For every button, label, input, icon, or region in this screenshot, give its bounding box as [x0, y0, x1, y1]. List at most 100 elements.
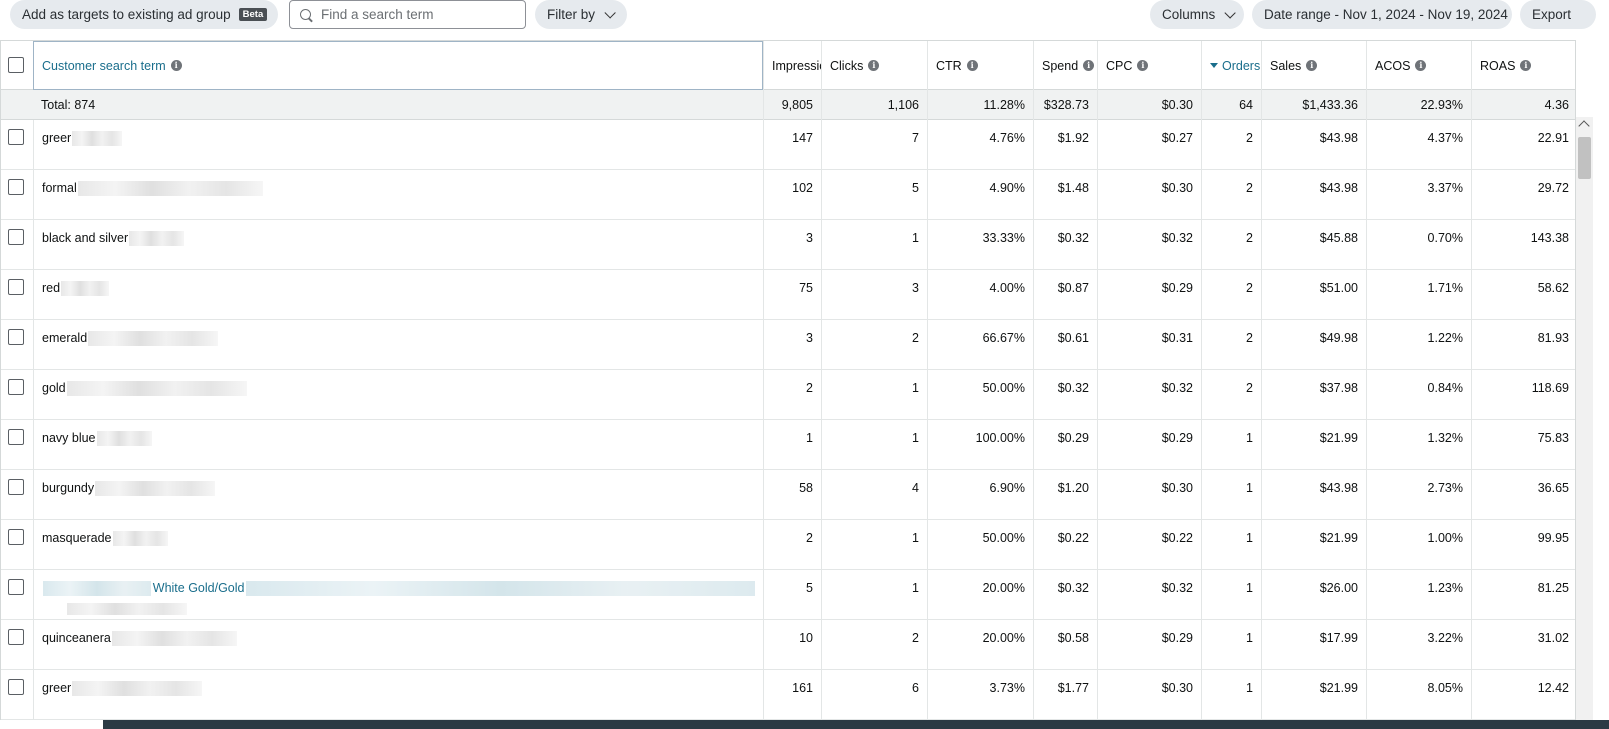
cell-sales: $43.98	[1261, 470, 1366, 520]
cell-roas: 22.91	[1471, 120, 1575, 170]
column-label: Clicks	[830, 58, 864, 73]
cell-sales: $49.98	[1261, 320, 1366, 370]
cell-acos: 2.73%	[1366, 470, 1471, 520]
row-select-cell	[1, 120, 33, 170]
search-term-text[interactable]: White Gold/Gold	[152, 581, 245, 595]
row-checkbox[interactable]	[8, 429, 24, 445]
row-checkbox[interactable]	[8, 629, 24, 645]
column-header-search-term[interactable]: Customer search term i	[33, 41, 763, 90]
search-term-text: quinceanera	[42, 631, 111, 645]
cell-cpc: $0.29	[1097, 620, 1201, 670]
date-range-button[interactable]: Date range - Nov 1, 2024 - Nov 19, 2024	[1252, 0, 1512, 29]
cell-cpc: $0.32	[1097, 570, 1201, 620]
cell-sales: $37.98	[1261, 370, 1366, 420]
row-checkbox[interactable]	[8, 329, 24, 345]
info-icon[interactable]: i	[1083, 60, 1095, 71]
search-term-text: masquerade	[42, 531, 112, 545]
search-input[interactable]	[321, 7, 511, 22]
redacted-text	[96, 431, 152, 446]
cell-clicks: 3	[821, 270, 927, 320]
column-header-cpc[interactable]: CPC i	[1097, 41, 1201, 90]
column-header-ctr[interactable]: CTR i	[927, 41, 1033, 90]
table-row: greer 147 7 4.76% $1.92 $0.27 2 $43.98 4.37% 22.9…	[1, 120, 1575, 170]
info-icon[interactable]: i	[1306, 60, 1318, 71]
info-icon[interactable]: i	[868, 60, 880, 71]
cell-sales: $21.99	[1261, 420, 1366, 470]
cell-impressions: 2	[763, 370, 821, 420]
redacted-text	[72, 131, 123, 146]
row-checkbox[interactable]	[8, 679, 24, 695]
info-icon[interactable]: i	[966, 60, 978, 71]
cell-sales: $21.99	[1261, 520, 1366, 570]
redacted-text	[61, 281, 110, 296]
select-all-checkbox[interactable]	[8, 57, 24, 73]
column-header-sales[interactable]: Sales i	[1261, 41, 1366, 90]
scroll-up-icon[interactable]	[1578, 120, 1590, 132]
totals-clicks: 1,106	[821, 90, 927, 120]
cell-clicks: 1	[821, 420, 927, 470]
column-header-roas[interactable]: ROAS i	[1471, 41, 1575, 90]
redacted-text	[43, 581, 151, 596]
cell-acos: 3.22%	[1366, 620, 1471, 670]
row-checkbox[interactable]	[8, 179, 24, 195]
cell-orders: 2	[1201, 120, 1261, 170]
row-checkbox[interactable]	[8, 379, 24, 395]
cell-ctr: 20.00%	[927, 570, 1033, 620]
cell-impressions: 102	[763, 170, 821, 220]
add-as-targets-button[interactable]: Add as targets to existing ad group Beta	[10, 0, 278, 29]
column-header-acos[interactable]: ACOS i	[1366, 41, 1471, 90]
totals-orders: 64	[1201, 90, 1261, 120]
cell-spend: $1.77	[1033, 670, 1097, 720]
search-term-cell: formal	[33, 170, 763, 220]
search-icon	[300, 9, 311, 20]
cell-ctr: 50.00%	[927, 370, 1033, 420]
cell-ctr: 50.00%	[927, 520, 1033, 570]
search-box	[289, 0, 526, 29]
info-icon[interactable]: i	[1137, 60, 1149, 71]
totals-cpc: $0.30	[1097, 90, 1201, 120]
row-checkbox[interactable]	[8, 479, 24, 495]
cell-ctr: 6.90%	[927, 470, 1033, 520]
column-header-spend[interactable]: Spend i	[1033, 41, 1097, 90]
filter-by-button[interactable]: Filter by	[535, 0, 627, 29]
cell-roas: 99.95	[1471, 520, 1575, 570]
table-row: black and silver 3 1 33.33% $0.32 $0.32 2 $45.8…	[1, 220, 1575, 270]
cell-orders: 2	[1201, 370, 1261, 420]
cell-orders: 1	[1201, 570, 1261, 620]
column-label: CTR	[936, 58, 962, 73]
column-header-orders[interactable]: Orders	[1201, 41, 1261, 90]
cell-spend: $1.48	[1033, 170, 1097, 220]
row-checkbox[interactable]	[8, 129, 24, 145]
column-label: Sales	[1270, 58, 1302, 73]
redacted-text	[66, 381, 247, 396]
cell-roas: 36.65	[1471, 470, 1575, 520]
cell-clicks: 4	[821, 470, 927, 520]
export-label: Export	[1532, 7, 1572, 22]
chevron-down-icon	[1224, 6, 1236, 18]
column-header-impressions[interactable]: Impressic	[763, 41, 821, 90]
row-checkbox[interactable]	[8, 579, 24, 595]
table-row: White Gold/Gold 5 1 20.00% $0.32 $0.32 1 $26.00…	[1, 570, 1575, 620]
column-header-clicks[interactable]: Clicks i	[821, 41, 927, 90]
cell-cpc: $0.31	[1097, 320, 1201, 370]
info-icon[interactable]: i	[170, 60, 182, 71]
export-button[interactable]: Export	[1520, 0, 1596, 29]
cell-impressions: 3	[763, 220, 821, 270]
row-select-cell	[1, 570, 33, 620]
scrollbar-thumb[interactable]	[1578, 137, 1591, 179]
table-row: gold 2 1 50.00% $0.32 $0.32 2 $37.98 0.84% 118.69	[1, 370, 1575, 420]
cell-acos: 0.70%	[1366, 220, 1471, 270]
row-checkbox[interactable]	[8, 529, 24, 545]
cell-roas: 118.69	[1471, 370, 1575, 420]
search-term-text: black and silver	[42, 231, 129, 245]
vertical-scrollbar[interactable]	[1576, 117, 1593, 720]
columns-button[interactable]: Columns	[1150, 0, 1244, 29]
cell-cpc: $0.30	[1097, 470, 1201, 520]
row-select-cell	[1, 420, 33, 470]
info-icon[interactable]: i	[1520, 60, 1532, 71]
info-icon[interactable]: i	[1415, 60, 1427, 71]
cell-spend: $0.22	[1033, 520, 1097, 570]
cell-acos: 0.84%	[1366, 370, 1471, 420]
row-checkbox[interactable]	[8, 229, 24, 245]
row-checkbox[interactable]	[8, 279, 24, 295]
